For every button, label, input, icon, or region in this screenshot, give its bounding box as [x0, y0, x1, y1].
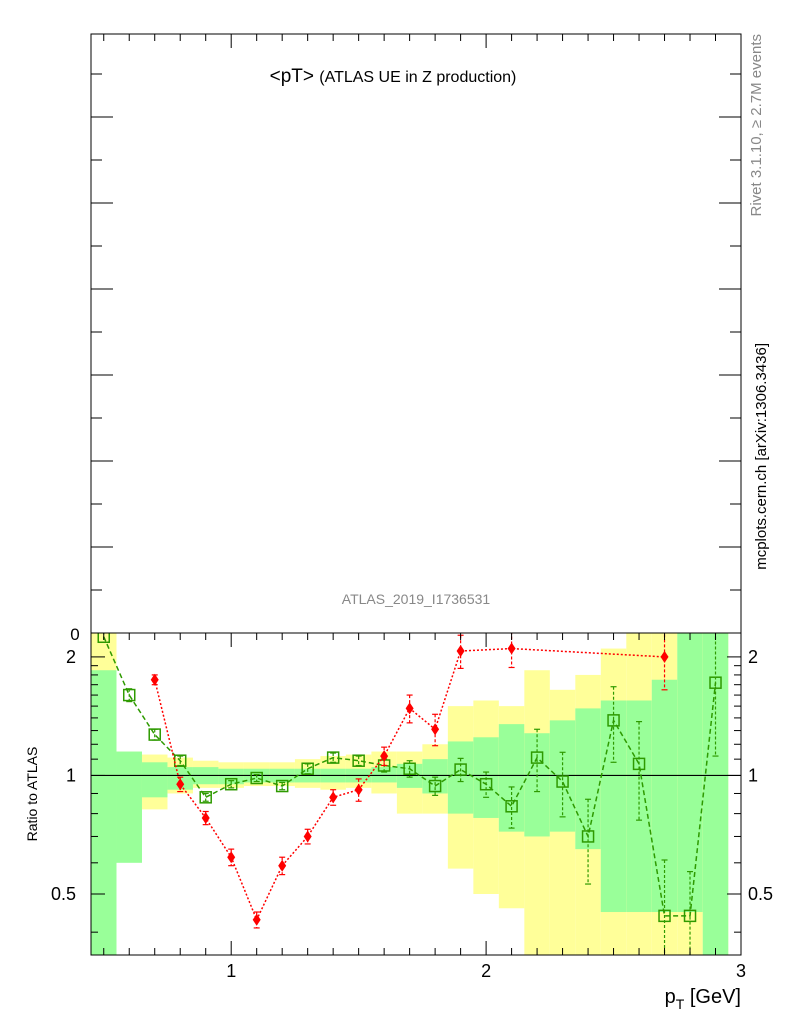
data-point-diamond: [303, 830, 312, 843]
chart-title-main: <pT>: [269, 66, 314, 87]
data-point-square: [301, 762, 314, 775]
data-point-diamond: [227, 851, 236, 864]
band-inner-bin: [447, 741, 474, 814]
band-inner-bin: [677, 633, 703, 913]
ratio-panel-ticks: 1 2 3 0.5 0.5 1 1 2 2: [51, 633, 773, 981]
data-point-diamond: [507, 642, 516, 655]
band-inner-bin: [116, 751, 142, 863]
data-point-diamond: [252, 913, 261, 926]
data-point-square: [683, 909, 697, 923]
data-point-square: [326, 751, 340, 764]
data-point-square: [403, 762, 416, 775]
chart-title: <pT> (ATLAS UE in Z production): [0, 66, 786, 88]
y-axis-label: Ratio to ATLAS: [24, 747, 40, 842]
data-point-square: [148, 728, 161, 741]
upper-panel-frame: [90, 33, 742, 634]
band-inner-bin: [218, 768, 244, 785]
data-point-square: [658, 909, 671, 923]
data-point-square: [530, 751, 544, 764]
band-inner-bin: [141, 762, 168, 798]
band-inner-bin: [626, 700, 652, 913]
upper-panel: 0 ATLAS_2019_I1736531: [70, 33, 742, 644]
analysis-label: ATLAS_2019_I1736531: [342, 591, 491, 607]
data-point-square: [505, 800, 518, 813]
data-point-diamond: [380, 750, 389, 763]
band-inner-bin: [371, 767, 397, 783]
ratio-panel-frame: [90, 632, 742, 956]
data-point-square: [275, 779, 289, 793]
data-point-square: [250, 771, 263, 785]
data-point-square: [556, 775, 569, 788]
y-tick-label: 2: [66, 647, 76, 667]
data-point-square: [352, 754, 365, 767]
data-point-diamond: [354, 783, 363, 796]
data-point-square: [632, 757, 646, 771]
data-point-square: [428, 779, 442, 793]
chart-title-sub: (ATLAS UE in Z production): [319, 69, 517, 86]
data-point-square: [479, 777, 493, 791]
data-point-square: [454, 763, 467, 776]
data-point-square: [607, 714, 620, 727]
data-point-square: [97, 633, 110, 644]
data-point-square: [224, 777, 238, 791]
data-point-diamond: [201, 811, 210, 824]
x-tick-label: 3: [736, 961, 746, 981]
data-point-square: [122, 688, 136, 702]
x-axis-label: pT [GeV]: [665, 986, 741, 1012]
band-inner-bin: [498, 724, 525, 832]
series-line-1: [103, 636, 717, 917]
y-tick-label-right: 0.5: [748, 884, 773, 904]
data-point-diamond: [456, 645, 465, 658]
y-tick-label: 0.5: [51, 884, 76, 904]
x-tick-label: 2: [481, 961, 491, 981]
ratio-panel: 1 2 3 0.5 0.5 1 1 2 2 Ratio to ATLAS pT [GeV]: [24, 632, 773, 1012]
data-point-square: [199, 791, 212, 804]
upper-panel-ticks: [91, 34, 742, 634]
x-tick-label: 1: [226, 961, 236, 981]
data-point-diamond: [660, 650, 669, 663]
y-tick-label-right: 1: [748, 765, 758, 785]
band-inner-bin: [575, 708, 601, 850]
data-point-diamond: [278, 859, 287, 872]
data-point-square: [709, 676, 722, 689]
rivet-label: Rivet 3.1.10, ≥ 2.7M events: [748, 34, 765, 217]
data-point-diamond: [431, 723, 440, 736]
upper-zero-tick-label: 0: [70, 625, 79, 644]
mc-uncertainty-bands: [91, 633, 729, 955]
data-point-diamond: [176, 778, 185, 791]
mcplots-label: mcplots.cern.ch [arXiv:1306.3436]: [753, 343, 770, 570]
data-point-diamond: [150, 673, 159, 686]
band-inner-bin: [651, 679, 678, 913]
y-tick-label: 1: [66, 765, 76, 785]
series-layer: [97, 633, 722, 955]
y-tick-label-right: 2: [748, 647, 758, 667]
data-point-diamond: [329, 791, 338, 804]
band-inner-bin: [91, 670, 117, 955]
data-point-square: [173, 754, 187, 767]
data-point-diamond: [405, 702, 414, 715]
data-point-square: [581, 830, 595, 843]
